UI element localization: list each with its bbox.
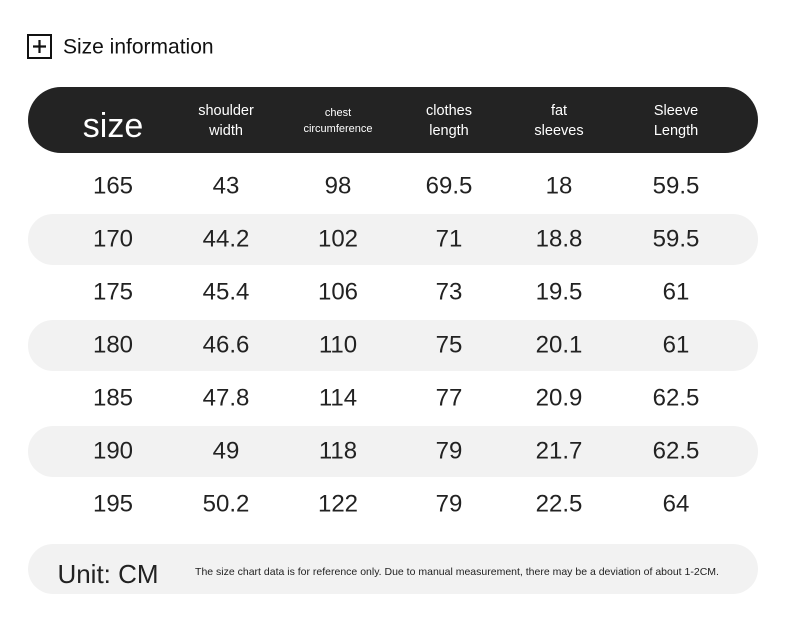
plus-icon: [27, 34, 52, 59]
column-header: Sleeve: [654, 103, 698, 119]
column-header: shoulder: [198, 103, 254, 119]
cell: 46.6: [203, 331, 250, 358]
cell: 195: [93, 490, 133, 517]
stripe: [28, 426, 758, 477]
cell: 110: [319, 331, 357, 358]
cell: 79: [436, 437, 463, 464]
unit: Unit: CM: [57, 559, 158, 589]
footer-row: [28, 544, 758, 594]
column-header: circumference: [303, 123, 372, 135]
cell: 22.5: [536, 490, 583, 517]
column-header: chest: [325, 107, 351, 119]
cell: 180: [93, 331, 133, 358]
cell: 73: [436, 278, 463, 305]
cell: 64: [663, 490, 690, 517]
cell: 61: [663, 278, 690, 305]
column-header: length: [429, 123, 469, 139]
column-header: Length: [654, 123, 698, 139]
cell: 190: [93, 437, 133, 464]
title: Size information: [63, 36, 214, 59]
cell: 49: [213, 437, 240, 464]
column-header: sleeves: [534, 123, 583, 139]
cell: 47.8: [203, 384, 250, 411]
cell: 185: [93, 384, 133, 411]
cell: 59.5: [653, 172, 700, 199]
cell: 43: [213, 172, 240, 199]
cell: 18.8: [536, 225, 583, 252]
cell: 20.9: [536, 384, 583, 411]
cell: 44.2: [203, 225, 250, 252]
cell: 77: [436, 384, 463, 411]
cell: 114: [319, 384, 357, 411]
stripe: [28, 214, 758, 265]
cell: 175: [93, 278, 133, 305]
cell: 170: [93, 225, 133, 252]
cell: 50.2: [203, 490, 250, 517]
cell: 19.5: [536, 278, 583, 305]
cell: 79: [436, 490, 463, 517]
stripe: [28, 320, 758, 371]
cell: 106: [318, 278, 358, 305]
cell: 98: [325, 172, 352, 199]
cell: 165: [93, 172, 133, 199]
cell: 75: [436, 331, 463, 358]
cell: 102: [318, 225, 358, 252]
cell: 20.1: [536, 331, 583, 358]
cell: 118: [319, 437, 357, 464]
cell: 18: [546, 172, 573, 199]
header-row: [28, 87, 758, 153]
cell: 21.7: [536, 437, 583, 464]
column-header: width: [208, 123, 243, 139]
cell: 62.5: [653, 384, 700, 411]
plus-sign: [33, 40, 46, 53]
cell: 69.5: [426, 172, 473, 199]
note: The size chart data is for reference onl…: [195, 566, 719, 578]
cell: 71: [436, 225, 463, 252]
cell: 61: [663, 331, 690, 358]
column-header: size: [83, 107, 143, 145]
column-header: clothes: [426, 103, 472, 119]
column-header: fat: [551, 103, 567, 119]
cell: 45.4: [203, 278, 250, 305]
cell: 122: [318, 490, 358, 517]
cell: 62.5: [653, 437, 700, 464]
cell: 59.5: [653, 225, 700, 252]
